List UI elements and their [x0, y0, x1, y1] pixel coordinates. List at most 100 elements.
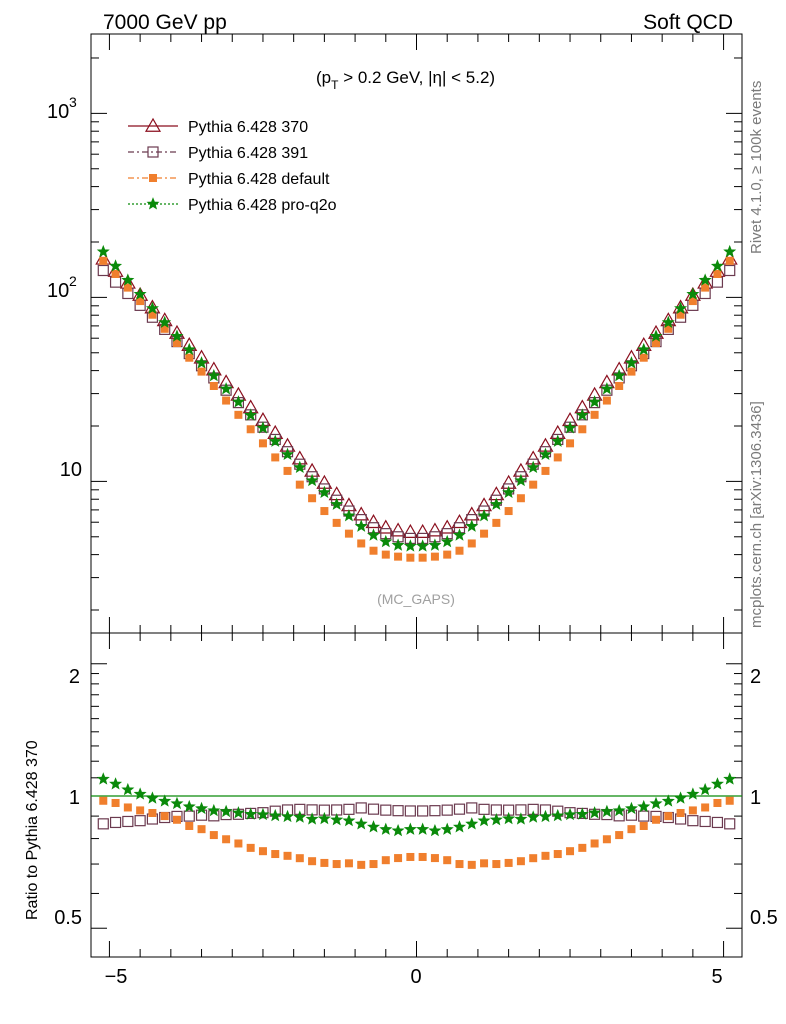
legend-entry-370: Pythia 6.428 370	[128, 117, 308, 136]
ratio-point	[330, 813, 344, 826]
data-point	[477, 508, 491, 522]
ratio-point	[429, 805, 441, 817]
ratio-point	[320, 858, 329, 867]
ratio-point	[295, 854, 304, 863]
data-point	[452, 528, 466, 541]
ratio-point	[538, 809, 552, 823]
data-point	[207, 368, 221, 382]
data-point	[538, 447, 552, 461]
ratio-point	[308, 857, 317, 866]
data-point	[381, 550, 390, 559]
data-point	[111, 269, 120, 278]
ratio-point	[649, 796, 663, 810]
legend-label-default: Pythia 6.428 default	[188, 171, 330, 188]
data-point	[553, 453, 562, 462]
legend-marker-391	[147, 146, 159, 158]
legend-marker-default	[149, 174, 157, 182]
ratio-point	[566, 847, 575, 856]
data-point	[256, 421, 270, 434]
analysis-watermark: (MC_GAPS)	[377, 591, 455, 607]
ratio-point	[96, 772, 110, 785]
ratio-point	[158, 794, 172, 807]
ratio-point	[480, 859, 489, 868]
ratio-axis-ticks	[91, 633, 742, 957]
ratio-point	[698, 782, 712, 796]
ratio-point	[357, 860, 366, 869]
ratio-point	[467, 860, 476, 869]
series-2	[99, 256, 734, 562]
ratio-point	[676, 808, 685, 817]
xtick-label-5: 5	[711, 966, 722, 988]
ytick-label-10: 10	[60, 459, 82, 481]
ratio-point	[417, 805, 429, 817]
ratio-point	[652, 815, 661, 824]
data-point	[133, 287, 147, 300]
data-point	[492, 518, 501, 527]
ratio-point	[440, 822, 454, 835]
data-point	[258, 439, 267, 448]
data-point	[182, 342, 196, 356]
ratio-point	[688, 806, 697, 815]
data-point	[160, 324, 169, 333]
ratio-point	[367, 820, 381, 833]
ratio-data-marks	[96, 772, 737, 869]
ratio-ytick-2-left: 2	[69, 666, 80, 688]
data-point	[197, 367, 206, 376]
legend-label-370: Pythia 6.428 370	[188, 119, 308, 136]
data-point	[627, 367, 636, 376]
ratio-point	[109, 777, 123, 790]
ratio-point	[355, 802, 367, 814]
ratio-point	[170, 796, 184, 810]
data-point	[342, 508, 356, 522]
ratio-point	[430, 854, 439, 863]
data-point	[121, 273, 135, 286]
ratio-point	[465, 817, 479, 830]
main-axis-ticks	[91, 34, 742, 633]
data-point	[541, 466, 550, 475]
ratio-point	[293, 810, 307, 823]
ratio-point	[256, 807, 270, 821]
data-point	[661, 315, 675, 329]
ytick-label-100-base: 10	[47, 280, 69, 302]
ratio-point	[148, 808, 157, 817]
ratio-point	[615, 831, 624, 840]
mcplots-label: mcplots.cern.ch [arXiv:1306.3436]	[748, 401, 765, 628]
ratio-point	[234, 839, 243, 848]
data-point	[97, 264, 109, 277]
ratio-point	[602, 835, 611, 844]
data-point	[637, 342, 651, 356]
data-point	[674, 301, 688, 315]
ratio-point	[367, 803, 380, 815]
data-point	[222, 396, 231, 405]
ratio-series-3	[96, 772, 737, 837]
legend-entry-391: Pythia 6.428 391	[128, 145, 308, 162]
cut-annotation-prefix: (p	[316, 68, 331, 87]
ratio-point	[134, 815, 146, 827]
data-point	[293, 460, 307, 474]
data-point	[109, 259, 123, 272]
ratio-point	[612, 803, 626, 817]
legend-label-pro-q2o: Pythia 6.428 pro-q2o	[188, 197, 337, 214]
ratio-point	[526, 810, 540, 823]
data-point	[195, 356, 209, 369]
data-point	[439, 519, 456, 534]
ratio-point	[317, 811, 331, 825]
data-point	[158, 315, 172, 329]
ratio-point	[590, 839, 599, 848]
ratio-point	[145, 791, 159, 804]
ratio-point	[394, 854, 403, 863]
xtick-label-0: 0	[410, 966, 421, 988]
ratio-point	[502, 811, 516, 825]
data-point	[428, 538, 442, 551]
rivet-label: Rivet 4.1.0, ≥ 100k events	[748, 81, 765, 254]
ytick-label-1000-base: 10	[47, 101, 69, 123]
data-point	[652, 339, 661, 348]
ratio-point	[369, 860, 378, 869]
ratio-point	[231, 806, 245, 819]
data-point	[354, 519, 368, 532]
ytick-label-100: 10 2	[47, 273, 77, 302]
data-point	[688, 297, 697, 306]
data-point	[416, 539, 430, 552]
legend-marker-symbol	[146, 197, 160, 210]
data-point	[443, 550, 452, 559]
